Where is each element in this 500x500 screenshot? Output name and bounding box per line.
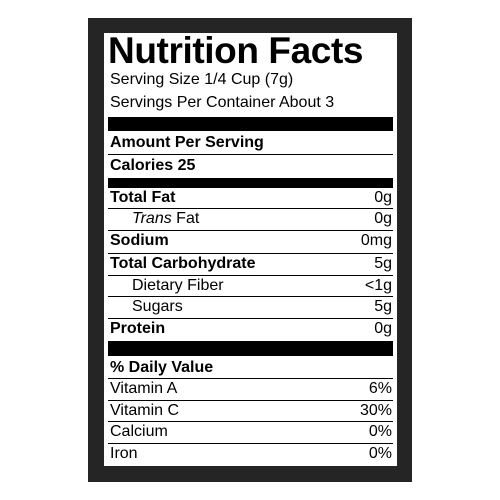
rule — [108, 443, 393, 444]
nutrient-amount: 0g — [374, 189, 392, 206]
calories-label: Calories — [110, 157, 174, 174]
vitamin-name: Calcium — [110, 423, 168, 440]
nutrient-amount: 0g — [374, 210, 392, 227]
rule — [108, 154, 393, 155]
rule — [108, 230, 393, 231]
nutrient-name: Sugars — [132, 297, 183, 317]
rule — [108, 318, 393, 319]
vitamin-name: Vitamin A — [110, 380, 178, 397]
vitamin-name: Iron — [110, 445, 138, 462]
nutrient-name-text: Protein — [110, 320, 166, 337]
nutrient-amount: 5g — [374, 255, 392, 272]
rule — [108, 253, 393, 254]
nutrient-name-text: Total Fat — [110, 189, 176, 206]
rule — [108, 400, 393, 401]
rule — [108, 378, 393, 379]
nutrient-name-prefix: Trans — [132, 210, 172, 227]
nutrient-name: Trans Fat — [132, 209, 199, 229]
servings-per-container: Servings Per Container About 3 — [110, 94, 335, 111]
nutrient-name: Total Carbohydrate — [110, 254, 256, 274]
nutrient-amount: 5g — [374, 298, 392, 315]
calories: Calories 25 — [110, 156, 195, 176]
label-panel — [104, 33, 397, 466]
amount-per-serving: Amount Per Serving — [110, 134, 264, 151]
nutrient-name-text: Sodium — [110, 232, 169, 249]
nutrient-name-text: Dietary Fiber — [132, 277, 224, 294]
nutrient-name-text: Total Carbohydrate — [110, 255, 256, 272]
title: Nutrition Facts — [108, 30, 364, 71]
vitamin-percent: 30% — [359, 402, 392, 419]
thick-bar — [108, 341, 393, 356]
rule — [108, 421, 393, 422]
nutrient-amount: <1g — [364, 277, 392, 294]
rule — [108, 208, 393, 209]
thick-bar — [108, 117, 393, 131]
rule — [108, 275, 393, 276]
nutrient-amount: 0g — [374, 320, 392, 337]
vitamin-percent: 6% — [368, 380, 392, 397]
rule — [108, 296, 393, 297]
nutrient-amount: 0mg — [360, 232, 392, 249]
vitamin-percent: 0% — [368, 423, 392, 440]
nutrient-name-text: Fat — [176, 210, 200, 227]
calories-value: 25 — [177, 157, 196, 174]
nutrient-name: Sodium — [110, 231, 169, 251]
vitamin-name: Vitamin C — [110, 402, 180, 419]
nutrient-name-text: Sugars — [132, 298, 183, 315]
vitamin-percent: 0% — [368, 445, 392, 462]
nutrient-name: Total Fat — [110, 188, 175, 208]
nutrient-name: Dietary Fiber — [132, 276, 224, 296]
nutrient-name: Protein — [110, 319, 165, 339]
thick-bar — [108, 178, 393, 188]
daily-value-heading: % Daily Value — [110, 359, 214, 376]
serving-size: Serving Size 1/4 Cup (7g) — [110, 71, 294, 88]
